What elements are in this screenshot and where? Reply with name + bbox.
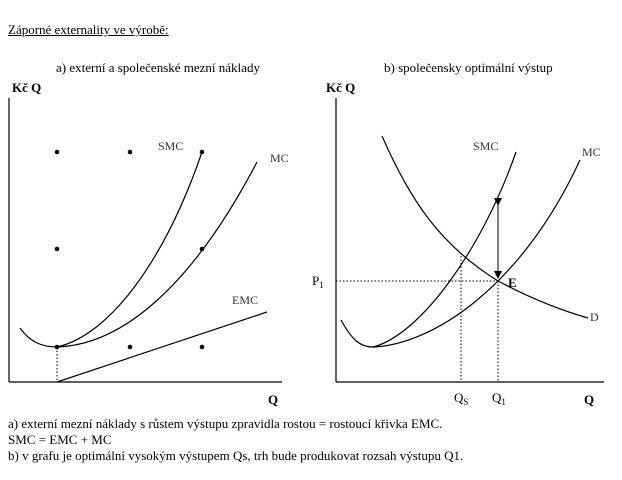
panel-b-demand-curve	[381, 135, 589, 319]
footer-line-1: a) externí mezní náklady s růstem výstup…	[8, 416, 443, 431]
panel-a-emc-line	[56, 311, 268, 383]
panel-a-dot	[199, 246, 205, 252]
panel-b-y-axis-label: Kč Q	[326, 80, 355, 95]
panel-a-dot	[199, 344, 205, 350]
panel-a-smc-label: SMC	[158, 139, 183, 153]
panel-b-mc-label: MC	[582, 145, 601, 159]
panel-a-dot	[54, 246, 60, 252]
panel-a-smc-curve	[56, 151, 203, 348]
panel-a-emc-label: EMC	[232, 293, 258, 307]
panel-b-p1-label: P1	[312, 273, 324, 290]
panel-b-mc-curve	[340, 159, 581, 348]
page-title: Záporné externality ve výrobě:	[8, 22, 169, 37]
panel-b-point-e-label: E	[508, 275, 517, 290]
panel-a-y-axis-label: Kč Q	[12, 80, 41, 95]
footer-line-2: SMC = EMC + MC	[8, 432, 112, 447]
panel-b-subtitle: b) společensky optimální výstup	[384, 60, 553, 75]
panel-b-demand-label: D	[590, 310, 599, 324]
panel-a-subtitle: a) externí a společenské mezní náklady	[56, 60, 260, 75]
panel-b-smc-curve	[372, 151, 517, 348]
panel-a-dot	[54, 344, 60, 350]
panel-a-dot	[127, 344, 133, 350]
panel-b-qs-label: QS	[454, 390, 468, 407]
panel-b: Kč Q Q SMC MC D E P1 QS Q1	[312, 80, 604, 407]
panel-a-mc-label: MC	[270, 151, 289, 165]
panel-a-x-axis-label: Q	[268, 392, 278, 407]
panel-b-x-axis-label: Q	[584, 392, 594, 407]
panel-a: Kč Q Q SMC MC EMC	[8, 80, 289, 407]
panel-a-dot	[127, 149, 133, 155]
footer-line-3: b) v grafu je optimální vysokým výstupem…	[8, 448, 464, 463]
panel-a-mc-curve	[19, 161, 258, 348]
panel-a-dot	[54, 149, 60, 155]
panel-b-q1-label: Q1	[492, 390, 506, 407]
panel-a-dot	[199, 149, 205, 155]
panel-b-smc-label: SMC	[473, 139, 498, 153]
panel-a-dots	[54, 149, 205, 350]
